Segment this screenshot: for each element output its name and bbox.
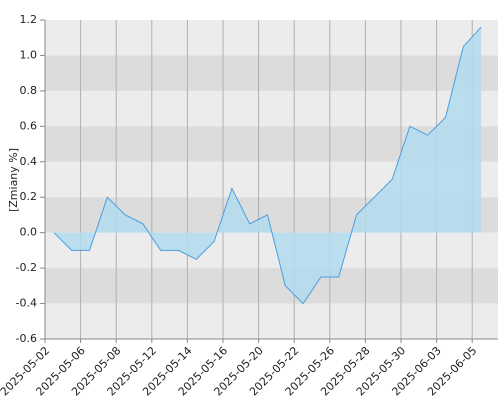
y-tick-label: 0.0 (20, 226, 38, 239)
y-tick-label: -0.6 (16, 332, 37, 345)
line (53, 26, 482, 305)
y-tick-label: 0.2 (20, 190, 38, 203)
y-tick-label: 1.2 (20, 13, 38, 26)
plot-band (45, 55, 498, 91)
y-tick-label: 1.0 (20, 48, 38, 61)
plot-band (45, 303, 498, 339)
y-tick-label: -0.2 (16, 261, 37, 274)
plot-band (45, 232, 498, 269)
plot-band (45, 268, 498, 304)
plot-band (45, 90, 498, 127)
plot-band (45, 20, 498, 56)
y-tick-label: 0.6 (20, 119, 38, 132)
y-tick-label: 0.8 (20, 84, 38, 97)
y-axis-label: [Zmiany %] (7, 148, 20, 212)
y-tick-label: 0.4 (20, 155, 38, 168)
y-tick-label: -0.4 (16, 297, 37, 310)
area (53, 27, 482, 304)
